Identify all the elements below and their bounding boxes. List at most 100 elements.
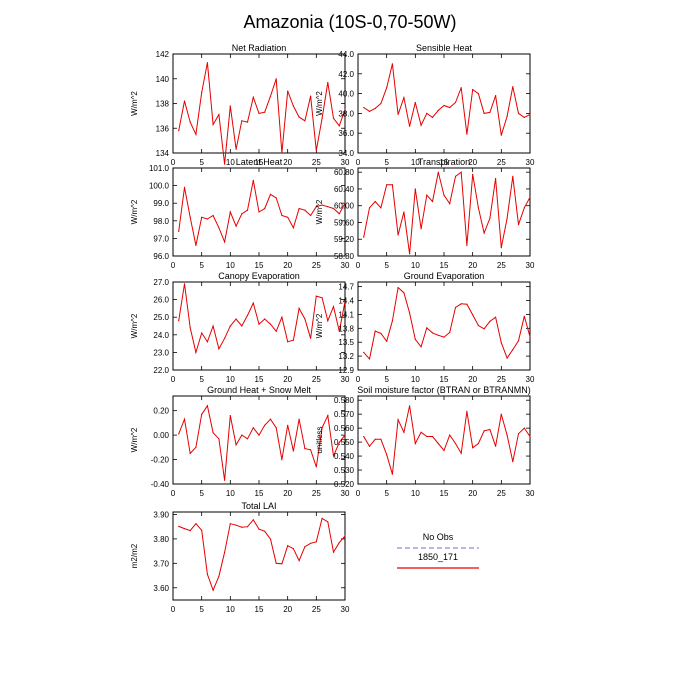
data-point [287,341,289,343]
data-point [195,351,197,353]
data-point [269,418,272,420]
data-point [183,186,186,188]
data-point [298,307,300,309]
data-point [380,438,382,440]
x-tick-label: 30 [341,375,350,384]
data-point [275,78,277,80]
data-point [327,206,329,208]
data-point [178,433,180,435]
y-tick-label: 14.4 [338,297,354,306]
data-point [195,133,197,135]
y-tick-label: 14.1 [338,310,354,319]
y-axis-label: W/m^2 [130,427,139,452]
data-point [269,95,272,97]
panel-8: Soil moisture factor (BTRAN or BTRANMN)0… [315,385,535,498]
data-point [212,123,214,126]
data-point [321,427,323,429]
data-point [246,121,249,123]
data-point [437,109,439,111]
figure-title: Amazonia (10S-0,70-50W) [243,12,456,32]
data-point [500,247,502,249]
data-point [512,86,514,88]
data-point [523,315,525,317]
data-point [397,113,399,115]
y-tick-label: 34.0 [338,149,354,158]
data-point [183,283,186,285]
data-point [414,101,416,104]
x-tick-label: 5 [384,158,389,167]
x-tick-label: 20 [468,261,477,270]
data-point [344,434,346,436]
data-point [409,312,411,314]
data-point [241,325,243,327]
y-axis-label: W/m^2 [315,91,324,116]
data-point [500,134,502,136]
data-point [489,111,491,113]
x-tick-label: 10 [226,375,235,384]
data-point [235,444,237,446]
data-point [275,562,277,564]
data-point [454,101,457,104]
data-point [472,314,474,316]
data-point [454,175,457,177]
panel-title: Net Radiation [232,43,287,53]
data-point [298,418,300,420]
data-point [241,526,243,528]
data-point [321,117,323,119]
y-tick-label: 60.80 [334,168,355,177]
x-tick-label: 15 [255,605,264,614]
data-point [206,573,208,575]
data-point [332,207,335,210]
x-tick-label: 10 [411,261,420,270]
data-point [523,116,525,118]
data-point [512,175,514,177]
data-point [189,530,191,532]
panel-title: Total LAI [241,501,276,511]
data-point [321,517,323,520]
data-point [195,446,197,448]
data-point [281,316,283,318]
legend-entry-1: No Obs [397,532,479,549]
y-tick-label: 27.0 [153,278,169,287]
data-point [529,336,531,338]
data-point [258,528,260,530]
data-point [380,207,382,209]
data-point [403,97,405,99]
y-tick-label: 0.580 [334,396,355,405]
y-tick-label: 38.0 [338,109,354,118]
data-point [380,102,382,105]
y-tick-label: 0.560 [334,424,355,433]
y-tick-label: 100.0 [149,182,170,191]
data-point [338,125,340,127]
x-tick-label: 15 [440,261,449,270]
x-tick-label: 15 [255,489,264,498]
data-point [523,427,525,429]
plot-frame [357,281,531,371]
data-point [298,560,300,562]
data-point [489,428,491,431]
data-point [201,216,203,218]
data-point [449,203,451,205]
x-tick-label: 30 [526,489,535,498]
data-point [298,116,300,118]
data-point [241,120,243,122]
x-tick-label: 0 [171,489,176,498]
data-point [252,519,254,521]
y-axis-label: unitless [315,426,324,453]
y-tick-label: 0.520 [334,480,355,489]
data-point [472,447,474,449]
x-tick-label: 10 [411,489,420,498]
x-tick-label: 15 [255,261,264,270]
panel-title: Transpiration [418,157,470,167]
data-point [246,314,249,316]
y-tick-label: 0.550 [334,438,355,447]
data-point [368,445,371,447]
data-point [338,330,340,332]
data-point [287,216,289,218]
data-point [363,106,365,109]
series-line [178,62,346,165]
data-point [517,112,520,114]
data-point [483,112,485,114]
y-tick-label: 134 [156,149,170,158]
data-point [275,197,277,199]
